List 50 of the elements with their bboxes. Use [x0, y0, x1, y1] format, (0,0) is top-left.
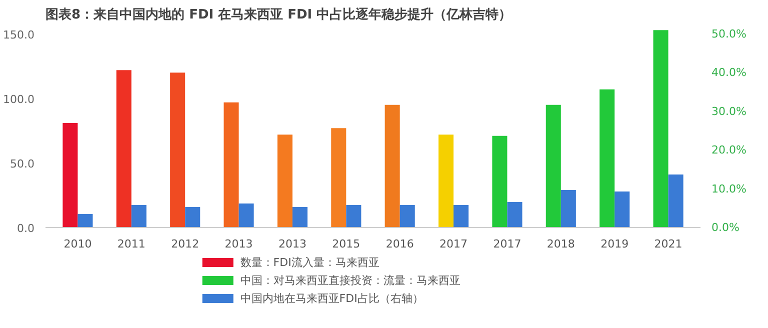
x-tick-label: 2013 — [278, 238, 306, 250]
bar — [546, 104, 561, 228]
bar — [400, 205, 415, 228]
bar — [346, 205, 362, 228]
y-tick-label: 150.0 — [3, 28, 35, 42]
legend-label: 中国：对马来西亚直接投资：流量：马来西亚 — [240, 274, 460, 287]
y2-tick-label: 30.0% — [712, 104, 746, 118]
bar — [438, 134, 454, 228]
bar — [292, 206, 308, 228]
bar — [331, 128, 346, 228]
bar — [560, 190, 576, 228]
bar — [78, 214, 93, 228]
x-tick-label: 2018 — [546, 238, 575, 250]
y-tick-label: 0.0 — [17, 222, 35, 235]
y2-tick-label: 0.0% — [712, 221, 740, 234]
bar — [600, 89, 615, 228]
bar — [668, 174, 684, 228]
x-tick-label: 2012 — [171, 238, 200, 250]
legend-label: 中国内地在马来西亚FDI占比（右轴） — [240, 292, 424, 305]
y2-tick-label: 40.0% — [712, 66, 746, 80]
bar — [614, 192, 630, 228]
x-tick-label: 2011 — [117, 238, 146, 250]
x-tick-label: 2013 — [224, 238, 253, 250]
y-tick-label: 50.0 — [10, 157, 35, 170]
x-tick-label: 2017 — [440, 238, 468, 250]
chart-title: 图表8：来自中国内地的 FDI 在马来西亚 FDI 中占比逐年稳步提升（亿林吉特） — [46, 6, 512, 22]
y-tick-label: 100.0 — [3, 92, 35, 106]
y2-tick-label: 50.0% — [712, 27, 746, 40]
bar — [62, 122, 78, 228]
x-tick-label: 2021 — [654, 238, 682, 250]
bar — [116, 70, 132, 228]
y2-tick-label: 10.0% — [712, 182, 746, 196]
bar — [185, 206, 200, 228]
bar — [224, 102, 239, 228]
x-tick-label: 2015 — [332, 238, 360, 250]
bar — [131, 205, 146, 228]
bar — [238, 204, 254, 228]
x-tick-label: 2010 — [64, 238, 92, 250]
bar — [507, 202, 522, 228]
legend-label: 数量：FDI流入量：马来西亚 — [240, 256, 380, 269]
bar — [454, 205, 469, 228]
x-tick-label: 2019 — [600, 238, 629, 250]
bar — [170, 72, 186, 228]
x-tick-label: 2016 — [386, 238, 414, 250]
x-tick-label: 2017 — [493, 238, 522, 250]
bar — [492, 136, 508, 228]
y2-tick-label: 20.0% — [712, 144, 746, 157]
bar — [384, 104, 400, 228]
bar — [277, 134, 292, 228]
bar — [653, 30, 668, 228]
